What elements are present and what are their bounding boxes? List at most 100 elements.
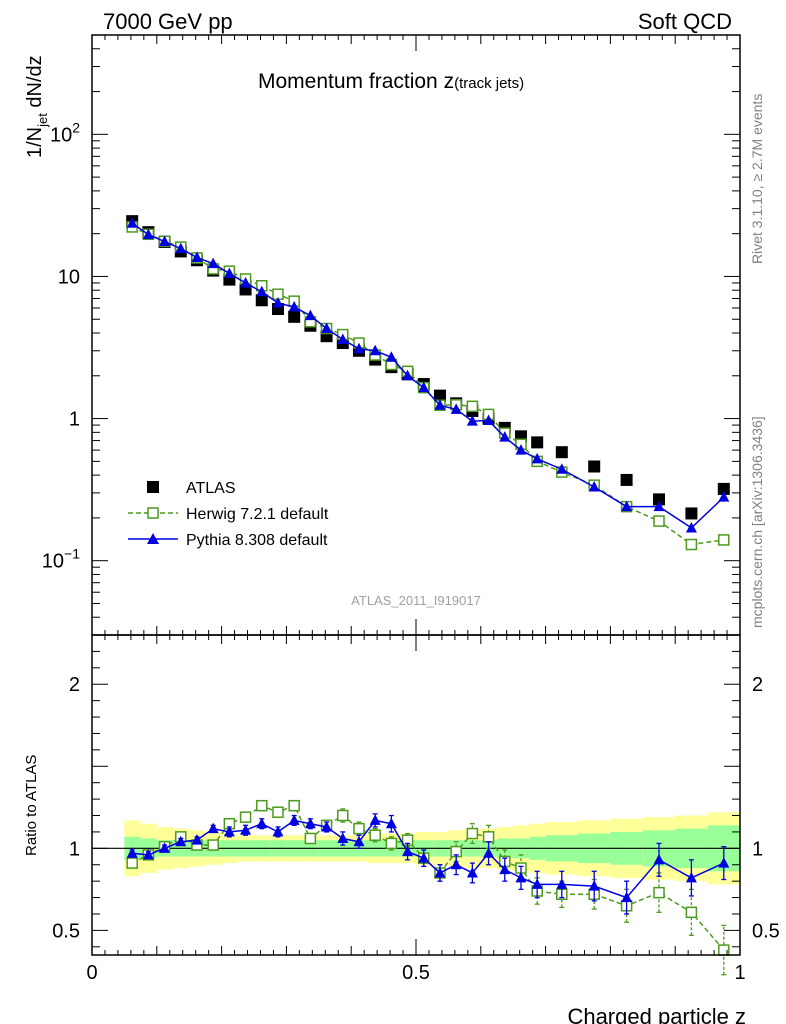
ratio-herwig-point	[126, 857, 138, 869]
ratio-pythia-point	[191, 834, 203, 845]
x-tick-label: 0.5	[402, 962, 430, 984]
ratio-pythia-point	[337, 832, 349, 843]
ratio-pythia-point	[531, 878, 543, 889]
ratio-herwig-point	[239, 811, 252, 823]
pythia-point	[337, 333, 349, 345]
x-tick-label: 0	[86, 962, 97, 984]
atlas-data-point	[717, 482, 730, 495]
y-tick-label-base: 10	[42, 551, 64, 573]
ratio-pythia-point	[353, 835, 365, 847]
atlas-data-point	[255, 294, 268, 307]
main-title: Momentum fraction z(track jets)	[258, 70, 524, 93]
pythia-point	[556, 463, 568, 474]
pythia-point	[402, 369, 414, 381]
pythia-point	[191, 251, 203, 262]
pythia-point	[126, 217, 138, 228]
pythia-point	[223, 267, 235, 278]
pythia-point	[207, 257, 219, 269]
ratio-herwig-point	[353, 822, 365, 835]
pythia-point	[466, 415, 478, 426]
ratio-y-tick-label-right: 1	[752, 838, 763, 860]
y-label-subscript: jet	[35, 113, 50, 128]
ratio-herwig-point	[304, 832, 317, 845]
ratio-pythia-point	[418, 852, 430, 863]
pythia-point	[499, 431, 511, 442]
legend-marker-pythia	[147, 533, 159, 544]
pythia-point	[588, 480, 600, 492]
ratio-herwig-point	[466, 827, 479, 840]
atlas-data-point	[531, 436, 544, 449]
ratio-pythia-point	[304, 817, 316, 829]
rivet-label: Rivet 3.1.10, ≥ 2.7M events	[749, 94, 765, 264]
ratio-pythia-point	[685, 871, 697, 883]
source-label: mcplots.cern.ch [arXiv:1306.3436]	[749, 416, 765, 628]
ratio-pythia-point	[256, 817, 268, 829]
legend-marker-atlas	[147, 481, 159, 493]
pythia-point	[531, 452, 543, 464]
pythia-point	[685, 521, 697, 533]
ratio-pythia-point	[434, 866, 446, 878]
ratio-pythia-point	[515, 871, 527, 883]
pythia-point	[288, 300, 300, 312]
pythia-point	[175, 242, 187, 254]
ratio-herwig-point	[272, 806, 284, 818]
ratio-herwig-point	[385, 837, 398, 850]
ratio-y-tick-label-right: 0.5	[752, 920, 780, 942]
y-tick-label: 10	[58, 266, 80, 288]
pythia-point	[256, 285, 268, 297]
pythia-point	[434, 399, 446, 410]
x-axis-label: Charged particle z	[567, 1004, 746, 1024]
header-energy: 7000 GeV pp	[103, 9, 233, 34]
ratio-pythia-point	[126, 847, 138, 858]
ratio-y-tick-label: 1	[69, 838, 80, 860]
pythia-point	[483, 414, 495, 425]
analysis-watermark: ATLAS_2011_I919017	[351, 593, 481, 608]
ratio-pythia-point	[718, 857, 730, 868]
legend-label-herwig: Herwig 7.2.1 default	[186, 506, 329, 523]
ratio-pythia-point	[402, 845, 414, 857]
atlas-data-point	[653, 493, 665, 506]
y-tick-label-exponent: 2	[72, 119, 80, 135]
ratio-y-tick-label: 2	[69, 674, 80, 696]
atlas-data-point	[288, 310, 301, 323]
ratio-herwig-point	[369, 829, 381, 841]
ratio-pythia-point	[450, 858, 462, 870]
pythia-point	[385, 351, 397, 362]
y-tick-label-base: 10	[58, 266, 80, 288]
ratio-herwig-point	[653, 886, 665, 899]
pythia-point	[450, 403, 462, 414]
pythia-point	[272, 297, 284, 308]
y-tick-label: 1	[69, 409, 80, 431]
ratio-pythia-point	[556, 878, 568, 889]
herwig-point	[685, 538, 698, 551]
pythia-point	[142, 228, 154, 240]
ratio-pythia-point	[321, 821, 333, 832]
y-tick-label: 10−1	[42, 546, 80, 573]
ratio-pythia-point	[223, 825, 235, 837]
atlas-data-point	[555, 446, 568, 459]
ratio-herwig-point	[256, 799, 268, 812]
pythia-point	[718, 491, 730, 502]
pythia-point	[653, 500, 665, 512]
atlas-data-point	[620, 473, 633, 486]
ratio-pythia-point	[288, 814, 300, 825]
pythia-point	[353, 342, 365, 354]
ratio-pythia-point	[466, 866, 478, 878]
ratio-herwig-point	[207, 839, 219, 851]
pythia-point	[159, 235, 171, 247]
pythia-point	[304, 309, 316, 321]
ratio-pythia-point	[369, 814, 381, 825]
ratio-frame	[91, 634, 741, 956]
x-tick-label: 1	[734, 962, 745, 984]
herwig-point	[466, 400, 479, 413]
ratio-pythia-point	[240, 824, 252, 835]
ratio-pythia-point	[653, 853, 665, 865]
y-tick-label: 102	[50, 119, 80, 146]
ratio-y-label: Ratio to ATLAS	[23, 755, 40, 856]
ratio-y-tick-label-right: 2	[752, 674, 763, 696]
ratio-plot-area: 0 0.5 1 0.5 0.5 1 1 2 2	[52, 634, 780, 984]
ratio-pythia-point	[272, 825, 284, 837]
ratio-pythia-point	[588, 880, 600, 891]
